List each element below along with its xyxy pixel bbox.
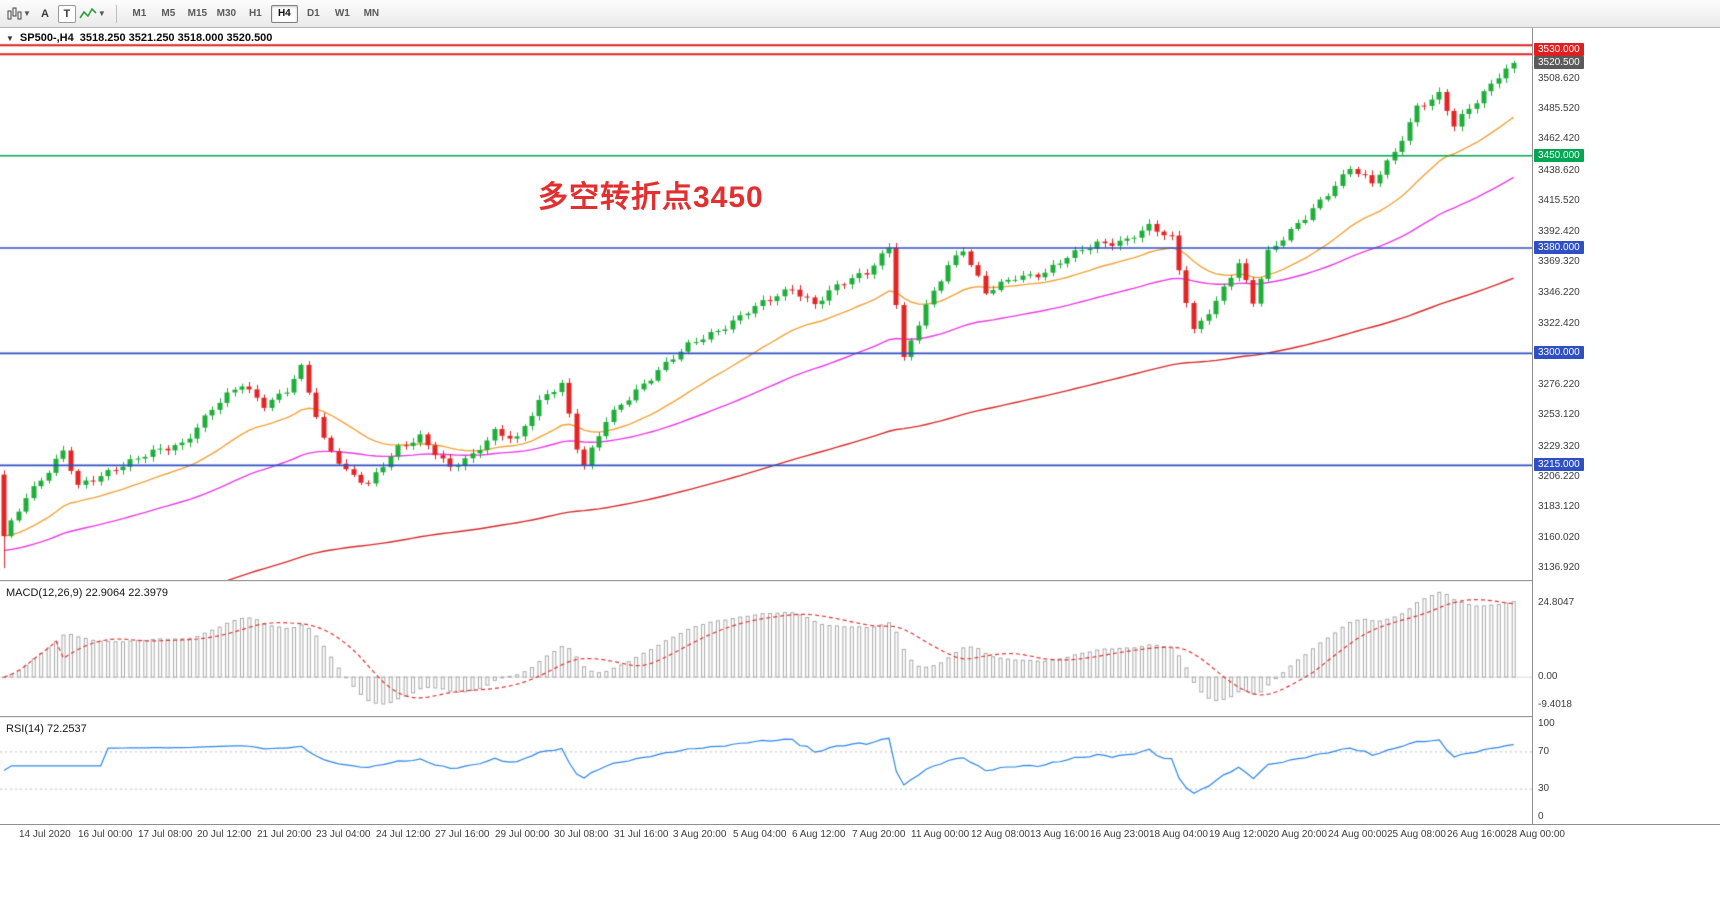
time-axis-label: 6 Aug 12:00 (792, 829, 846, 840)
timeframe-m30[interactable]: M30 (216, 8, 237, 19)
level-badge-3300: 3300.000 (1534, 346, 1584, 360)
resistance-badge-3530: 3530.000 (1534, 43, 1584, 57)
rsi-scale-label: 70 (1538, 745, 1550, 757)
time-axis-label: 13 Aug 16:00 (1030, 829, 1089, 840)
price-axis-label: 3462.420 (1538, 133, 1580, 145)
level-badge-3450: 3450.000 (1534, 148, 1584, 162)
time-axis-label: 3 Aug 20:00 (673, 829, 727, 840)
price-axis-label: 3438.620 (1538, 164, 1580, 176)
time-axis-label: 30 Jul 08:00 (554, 829, 609, 840)
time-axis-label: 19 Aug 12:00 (1209, 829, 1268, 840)
symbol-dropdown-icon[interactable]: ▼ (6, 33, 14, 43)
time-axis-label: 17 Jul 08:00 (138, 829, 193, 840)
price-axis-label: 3508.620 (1538, 72, 1580, 84)
time-axis-label: 7 Aug 20:00 (852, 829, 906, 840)
price-axis-label: 3206.220 (1538, 470, 1580, 482)
symbol-ohlc-values: 3518.250 3521.250 3518.000 3520.500 (79, 32, 273, 44)
symbol-name: SP500-,H4 (19, 32, 74, 44)
chart-type-icon (7, 7, 22, 19)
time-axis-label: 11 Aug 00:00 (911, 829, 970, 840)
rsi-scale-label: 30 (1538, 783, 1550, 795)
price-axis-label: 3136.920 (1538, 562, 1580, 574)
indicators-button[interactable]: ▼ (78, 4, 107, 24)
axis-divider-line (1532, 28, 1533, 824)
timeframe-m15[interactable]: M15 (187, 8, 208, 19)
price-axis-label: 3183.120 (1538, 501, 1580, 513)
macd-pane-canvas[interactable] (0, 583, 1532, 716)
rsi-scale-label: 100 (1538, 718, 1555, 729)
price-axis-label: 3276.220 (1538, 378, 1580, 390)
time-axis-label: 26 Aug 16:00 (1447, 829, 1506, 840)
chevron-down-icon: ▼ (23, 9, 31, 18)
timeframe-h4[interactable]: H4 (270, 4, 298, 23)
rsi-scale-label: 0 (1538, 811, 1544, 822)
level-badge-3380: 3380.000 (1534, 241, 1584, 254)
time-axis-label: 12 Aug 08:00 (971, 829, 1030, 840)
symbol-info[interactable]: ▼ SP500-,H4 3518.250 3521.250 3518.000 3… (6, 32, 272, 44)
price-axis-label: 3415.520 (1538, 195, 1580, 207)
time-axis-label: 24 Aug 00:00 (1328, 829, 1387, 840)
time-axis-label: 5 Aug 04:00 (733, 829, 787, 840)
chart-type-button[interactable]: ▼ (5, 4, 32, 24)
price-axis[interactable]: 3508.620 3485.520 3462.420 3438.620 3415.520… (1533, 28, 1720, 824)
time-axis-label: 18 Aug 04:00 (1149, 829, 1208, 840)
time-axis-label: 25 Aug 08:00 (1387, 829, 1446, 840)
timeframe-d1[interactable]: D1 (306, 8, 320, 19)
time-axis-label: 16 Jul 00:00 (78, 829, 133, 840)
macd-indicator-label: MACD(12,26,9) 22.9064 22.3979 (6, 587, 169, 599)
price-axis-label: 3392.420 (1538, 225, 1580, 237)
price-axis-label: 3253.120 (1538, 409, 1580, 421)
time-axis-label: 14 Jul 2020 (19, 829, 71, 840)
indicators-icon (79, 7, 97, 18)
rsi-indicator-label: RSI(14) 72.2537 (6, 723, 87, 735)
time-axis-label: 21 Jul 20:00 (257, 829, 312, 840)
time-axis-label: 20 Aug 20:00 (1268, 829, 1327, 840)
timeframe-h1[interactable]: H1 (248, 8, 262, 19)
macd-scale-label: -9.4018 (1538, 699, 1572, 711)
time-axis-label: 28 Aug 00:00 (1506, 829, 1565, 840)
time-axis-label: 29 Jul 00:00 (495, 829, 550, 840)
price-axis-label: 3160.020 (1538, 531, 1580, 543)
price-axis-label: 3229.320 (1538, 440, 1580, 452)
text-tool-button[interactable]: T (57, 4, 76, 23)
timeframe-mn[interactable]: MN (363, 8, 380, 19)
toolbar-separator (115, 4, 117, 23)
macd-scale-label: 0.00 (1538, 671, 1558, 683)
timeframe-m5[interactable]: M5 (161, 8, 176, 19)
price-axis-label: 3322.420 (1538, 317, 1580, 329)
price-axis-label: 3346.220 (1538, 286, 1580, 298)
timeframe-m1[interactable]: M1 (132, 8, 147, 19)
price-axis-label: 3369.320 (1538, 256, 1580, 268)
annotation-tool-button[interactable]: A (40, 7, 49, 20)
time-axis-label: 24 Jul 12:00 (376, 829, 431, 840)
time-axis-label: 27 Jul 16:00 (435, 829, 490, 840)
price-axis-label: 3485.520 (1538, 102, 1580, 114)
timeframe-switcher: M1 M5 M15 M30 H1 H4 D1 W1 MN (126, 4, 385, 23)
time-axis-label: 20 Jul 12:00 (197, 829, 252, 840)
pane-separator[interactable] (0, 716, 1720, 719)
rsi-pane-canvas[interactable] (0, 719, 1532, 824)
pane-separator[interactable] (0, 580, 1720, 583)
time-axis-label: 23 Jul 04:00 (316, 829, 371, 840)
current-price-badge: 3520.500 (1534, 55, 1584, 69)
chevron-down-icon: ▼ (97, 9, 106, 18)
level-badge-3215: 3215.000 (1534, 458, 1584, 472)
annotation-text: 多空转折点3450 (538, 181, 764, 214)
macd-scale-label: 24.8047 (1538, 597, 1575, 609)
time-axis[interactable]: 14 Jul 2020 16 Jul 00:00 17 Jul 08:00 20 Ju… (0, 824, 1720, 850)
price-chart-canvas[interactable] (0, 28, 1532, 580)
time-axis-label: 16 Aug 23:00 (1090, 829, 1149, 840)
timeframe-w1[interactable]: W1 (334, 8, 350, 19)
time-axis-label: 31 Jul 16:00 (614, 829, 669, 840)
toolbar: ▼ A T ▼ M1 M5 M15 M30 H1 H4 D1 W1 MN (0, 0, 1720, 28)
